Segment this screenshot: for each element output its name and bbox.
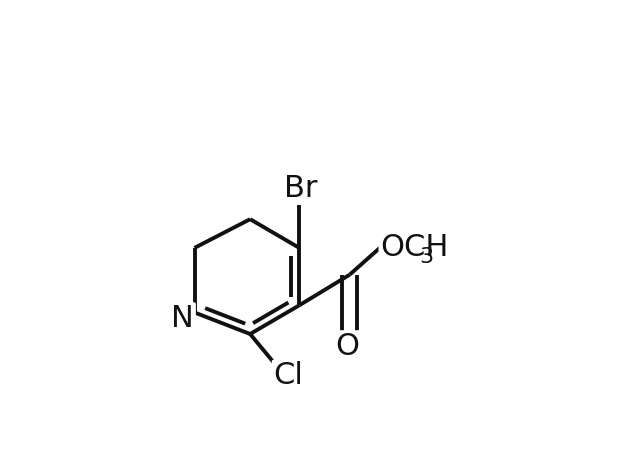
- Text: O: O: [336, 332, 360, 361]
- Text: 3: 3: [419, 247, 434, 267]
- Text: N: N: [172, 304, 194, 333]
- Text: Br: Br: [284, 174, 318, 203]
- Text: Cl: Cl: [273, 362, 303, 391]
- Text: OCH: OCH: [380, 233, 449, 262]
